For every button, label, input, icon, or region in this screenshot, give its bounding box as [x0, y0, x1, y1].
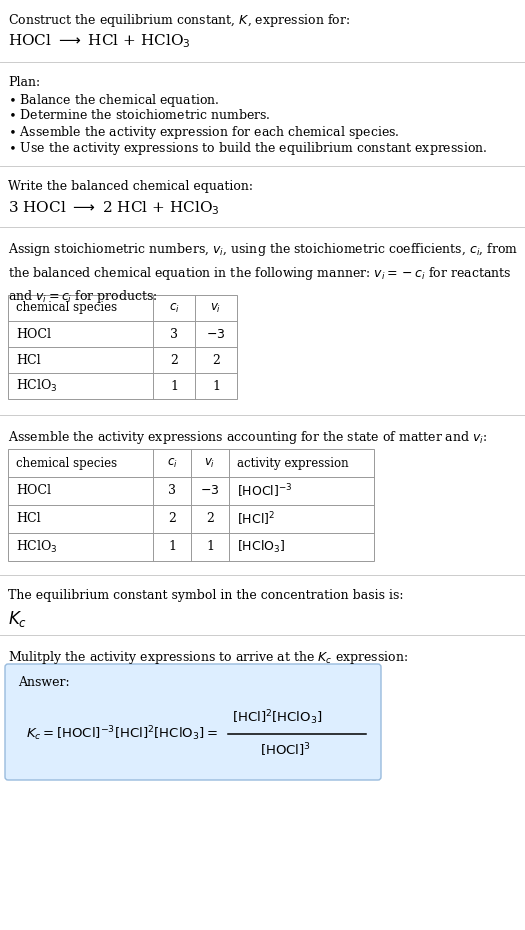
Text: $[\mathrm{HOCl}]^3$: $[\mathrm{HOCl}]^3$	[260, 741, 311, 759]
Text: HOCl $\longrightarrow$ HCl + HClO$_3$: HOCl $\longrightarrow$ HCl + HClO$_3$	[8, 32, 191, 49]
Text: $c_i$: $c_i$	[166, 457, 177, 470]
Text: 3: 3	[170, 327, 178, 340]
Text: $-3$: $-3$	[201, 485, 219, 498]
Text: 2: 2	[168, 512, 176, 525]
Text: chemical species: chemical species	[16, 301, 117, 314]
Text: $\bullet$ Balance the chemical equation.: $\bullet$ Balance the chemical equation.	[8, 92, 220, 109]
Text: Write the balanced chemical equation:: Write the balanced chemical equation:	[8, 180, 253, 193]
Text: 3: 3	[168, 485, 176, 498]
Text: HClO$_3$: HClO$_3$	[16, 539, 58, 555]
Text: $K_c$: $K_c$	[8, 609, 27, 629]
Bar	[8, 295, 237, 399]
Text: 2: 2	[206, 512, 214, 525]
Text: 1: 1	[212, 379, 220, 392]
Text: $K_c = [\mathrm{HOCl}]^{-3} [\mathrm{HCl}]^2 [\mathrm{HClO_3}] = $: $K_c = [\mathrm{HOCl}]^{-3} [\mathrm{HCl…	[26, 724, 218, 743]
Text: Assemble the activity expressions accounting for the state of matter and $v_i$:: Assemble the activity expressions accoun…	[8, 429, 488, 446]
Text: $\bullet$ Use the activity expressions to build the equilibrium constant express: $\bullet$ Use the activity expressions t…	[8, 140, 488, 157]
Text: $v_i$: $v_i$	[211, 301, 222, 314]
Text: $[\mathrm{HCl}]^2$: $[\mathrm{HCl}]^2$	[237, 511, 275, 527]
Text: $[\mathrm{HClO_3}]$: $[\mathrm{HClO_3}]$	[237, 539, 285, 555]
Text: $c_i$: $c_i$	[169, 301, 180, 314]
Text: Assign stoichiometric numbers, $v_i$, using the stoichiometric coefficients, $c_: Assign stoichiometric numbers, $v_i$, us…	[8, 241, 518, 305]
Text: $-3$: $-3$	[206, 327, 226, 340]
Text: HOCl: HOCl	[16, 485, 51, 498]
Text: $[\mathrm{HCl}]^2 [\mathrm{HClO_3}]$: $[\mathrm{HCl}]^2 [\mathrm{HClO_3}]$	[232, 709, 322, 727]
Text: 2: 2	[170, 353, 178, 366]
Text: $[\mathrm{HOCl}]^{-3}$: $[\mathrm{HOCl}]^{-3}$	[237, 483, 292, 499]
Text: 2: 2	[212, 353, 220, 366]
Text: 1: 1	[170, 379, 178, 392]
Text: HClO$_3$: HClO$_3$	[16, 378, 58, 394]
Text: chemical species: chemical species	[16, 457, 117, 470]
Text: $\bullet$ Assemble the activity expression for each chemical species.: $\bullet$ Assemble the activity expressi…	[8, 124, 400, 141]
Text: Plan:: Plan:	[8, 76, 40, 89]
Text: Mulitply the activity expressions to arrive at the $K_c$ expression:: Mulitply the activity expressions to arr…	[8, 649, 408, 666]
Text: The equilibrium constant symbol in the concentration basis is:: The equilibrium constant symbol in the c…	[8, 589, 404, 602]
Text: $v_i$: $v_i$	[204, 457, 216, 470]
Text: HCl: HCl	[16, 512, 40, 525]
Text: 3 HOCl $\longrightarrow$ 2 HCl + HClO$_3$: 3 HOCl $\longrightarrow$ 2 HCl + HClO$_3…	[8, 199, 219, 217]
Text: Construct the equilibrium constant, $K$, expression for:: Construct the equilibrium constant, $K$,…	[8, 12, 350, 29]
Text: activity expression: activity expression	[237, 457, 349, 470]
Bar	[8, 449, 374, 561]
FancyBboxPatch shape	[5, 664, 381, 780]
Text: HCl: HCl	[16, 353, 40, 366]
Text: 1: 1	[206, 540, 214, 553]
Text: HOCl: HOCl	[16, 327, 51, 340]
Text: 1: 1	[168, 540, 176, 553]
Text: Answer:: Answer:	[18, 676, 70, 689]
Text: $\bullet$ Determine the stoichiometric numbers.: $\bullet$ Determine the stoichiometric n…	[8, 108, 270, 122]
